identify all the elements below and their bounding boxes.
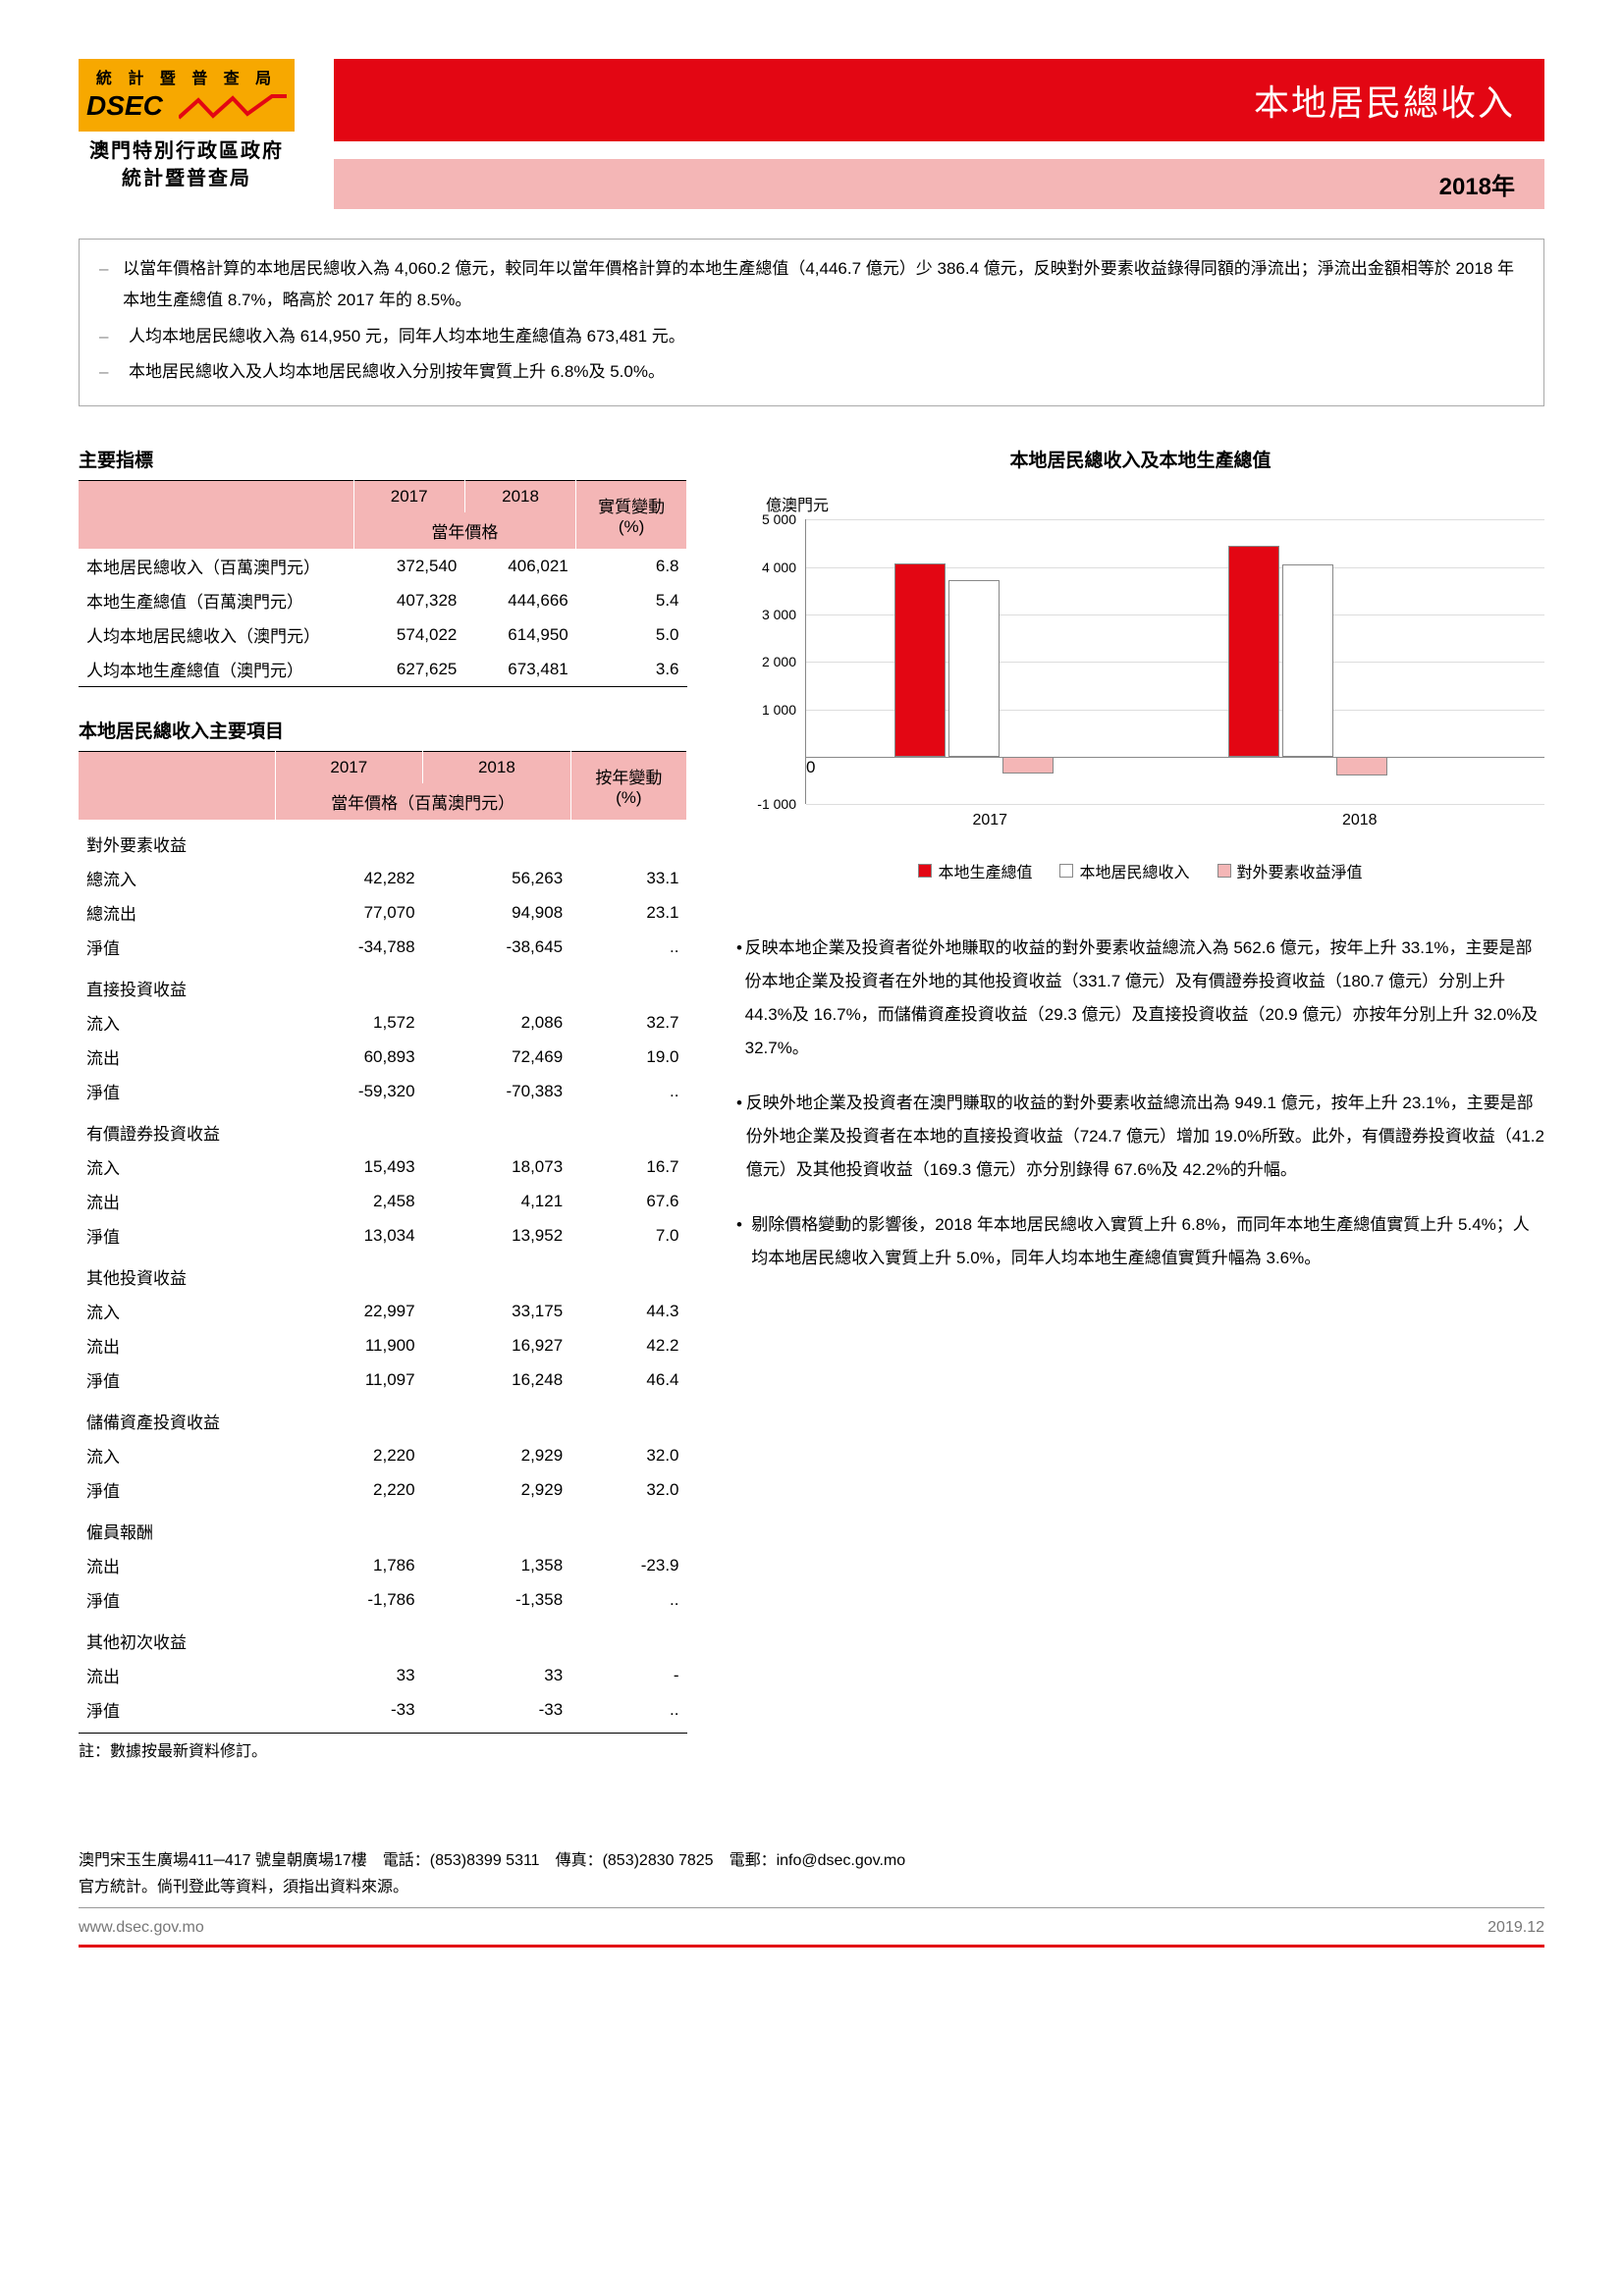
chart-xlabels: 2017 2018 [805, 812, 1544, 829]
table-row: 淨值-34,788-38,645.. [79, 930, 687, 964]
logo-main: DSEC [79, 90, 295, 132]
legend-swatch [918, 864, 932, 878]
table2: 20172018按年變動(%)當年價格（百萬澳門元）對外要素收益總流入42,28… [79, 751, 687, 1727]
title-block: 本地居民總收入 2018年 [334, 59, 1544, 209]
table-row: 人均本地居民總收入（澳門元）574,022614,9505.0 [79, 617, 687, 652]
table-row: 總流入42,28256,26333.1 [79, 861, 687, 895]
chart-bar [894, 563, 946, 757]
legend-item: 本地生產總值 [918, 859, 1032, 882]
table-row: 人均本地生產總值（澳門元）627,625673,4813.6 [79, 652, 687, 687]
table-row: 淨值11,09716,24846.4 [79, 1362, 687, 1397]
ytick: 0 [806, 758, 815, 776]
logo-top-text: 統 計 暨 普 查 局 [79, 59, 295, 90]
table-row: 淨值-33-33.. [79, 1692, 687, 1727]
logo: 統 計 暨 普 查 局 DSEC 澳門特別行政區政府 統計暨普查局 [79, 59, 295, 209]
bullet-dash: – [99, 356, 129, 388]
table-row: 淨值13,03413,9527.0 [79, 1218, 687, 1253]
group-header: 對外要素收益 [79, 820, 687, 861]
footer-url: www.dsec.gov.mo [79, 1914, 204, 1941]
summary-text: 本地居民總收入及人均本地居民總收入分別按年實質上升 6.8%及 5.0%。 [129, 356, 665, 388]
footer-date: 2019.12 [1488, 1914, 1544, 1941]
group-header: 有價證券投資收益 [79, 1108, 687, 1149]
table-row: 淨值-1,786-1,358.. [79, 1582, 687, 1617]
legend-item: 對外要素收益淨值 [1217, 859, 1363, 882]
left-column: 主要指標 20172018實質變動(%)當年價格本地居民總收入（百萬澳門元）37… [79, 446, 687, 1761]
bullet-dash: – [99, 253, 123, 317]
table-row: 總流出77,07094,90823.1 [79, 895, 687, 930]
chart-bar [1336, 757, 1387, 775]
bullet-text: 反映本地企業及投資者從外地賺取的收益的對外要素收益總流入為 562.6 億元，按… [745, 932, 1544, 1065]
page-title: 本地居民總收入 [334, 59, 1544, 141]
chart-bar [1228, 546, 1279, 757]
bullet-text: 剔除價格變動的影響後，2018 年本地居民總收入實質上升 6.8%，而同年本地生… [751, 1208, 1544, 1275]
legend-label: 本地生產總值 [938, 859, 1032, 882]
footer-address: 澳門宋玉生廣場411─417 號皇朝廣場17樓 電話：(853)8399 531… [79, 1840, 1544, 1874]
legend-label: 本地居民總收入 [1079, 859, 1189, 882]
table-row: 本地居民總收入（百萬澳門元）372,540406,0216.8 [79, 549, 687, 583]
right-column: 本地居民總收入及本地生產總值 億澳門元 -1 00001 0002 0003 0… [736, 446, 1544, 1761]
table-row: 流入2,2202,92932.0 [79, 1438, 687, 1472]
ytick: 5 000 [747, 511, 796, 527]
table-row: 流出3333- [79, 1658, 687, 1692]
table1: 20172018實質變動(%)當年價格本地居民總收入（百萬澳門元）372,540… [79, 480, 687, 687]
chart-ylabel: 億澳門元 [766, 492, 1544, 515]
footer-note: 官方統計。倘刊登此等資料，須指出資料來源。 [79, 1874, 1544, 1900]
table2-title: 本地居民總收入主要項目 [79, 717, 687, 743]
group-header: 其他投資收益 [79, 1253, 687, 1294]
logo-subtitle: 澳門特別行政區政府 統計暨普查局 [79, 137, 295, 192]
chart-bar [948, 580, 1000, 757]
logo-acronym: DSEC [86, 90, 163, 121]
bullet-icon: • [736, 932, 745, 1065]
bullet-dash: – [99, 321, 129, 352]
bullet-text: 反映外地企業及投資者在澳門賺取的收益的對外要素收益總流出為 949.1 億元，按… [746, 1087, 1544, 1187]
table2-note: 註：數據按最新資料修訂。 [79, 1733, 687, 1761]
legend-swatch [1217, 864, 1231, 878]
table-row: 流入15,49318,07316.7 [79, 1149, 687, 1184]
logo-zigzag-icon [179, 94, 287, 124]
group-header: 儲備資產投資收益 [79, 1397, 687, 1438]
ytick: 4 000 [747, 560, 796, 575]
chart-x-2018: 2018 [1175, 812, 1545, 829]
table-row: 流入22,99733,17544.3 [79, 1294, 687, 1328]
ytick: -1 000 [747, 796, 796, 812]
group-header: 僱員報酬 [79, 1507, 687, 1548]
bullet-icon: • [736, 1087, 746, 1187]
table-row: 流出60,89372,46919.0 [79, 1040, 687, 1074]
bullet-icon: • [736, 1208, 751, 1275]
table-row: 流入1,5722,08632.7 [79, 1005, 687, 1040]
legend-item: 本地居民總收入 [1059, 859, 1189, 882]
footer: 澳門宋玉生廣場411─417 號皇朝廣場17樓 電話：(853)8399 531… [79, 1840, 1544, 1948]
legend-swatch [1059, 864, 1073, 878]
table-row: 流出2,4584,12167.6 [79, 1184, 687, 1218]
table-row: 本地生產總值（百萬澳門元）407,328444,6665.4 [79, 583, 687, 617]
chart-bar [1002, 757, 1054, 774]
chart-bar [1282, 564, 1333, 757]
summary-text: 以當年價格計算的本地居民總收入為 4,060.2 億元，較同年以當年價格計算的本… [123, 253, 1524, 317]
bullet-points: •反映本地企業及投資者從外地賺取的收益的對外要素收益總流入為 562.6 億元，… [736, 932, 1544, 1275]
chart-legend: 本地生產總值 本地居民總收入 對外要素收益淨值 [736, 859, 1544, 882]
table1-title: 主要指標 [79, 446, 687, 472]
group-header: 其他初次收益 [79, 1617, 687, 1658]
summary-text: 人均本地居民總收入為 614,950 元，同年人均本地生產總值為 673,481… [129, 321, 685, 352]
chart-plot: -1 00001 0002 0003 0004 0005 000 [805, 519, 1544, 804]
ytick: 2 000 [747, 654, 796, 669]
table-row: 淨值-59,320-70,383.. [79, 1074, 687, 1108]
main-content: 主要指標 20172018實質變動(%)當年價格本地居民總收入（百萬澳門元）37… [79, 446, 1544, 1761]
chart-x-2017: 2017 [805, 812, 1175, 829]
footer-bar: www.dsec.gov.mo 2019.12 [79, 1907, 1544, 1948]
chart: 億澳門元 -1 00001 0002 0003 0004 0005 000 20… [736, 482, 1544, 892]
table-row: 流出11,90016,92742.2 [79, 1328, 687, 1362]
table-row: 流出1,7861,358-23.9 [79, 1548, 687, 1582]
header: 統 計 暨 普 查 局 DSEC 澳門特別行政區政府 統計暨普查局 本地居民總收… [79, 59, 1544, 209]
legend-label: 對外要素收益淨值 [1237, 859, 1363, 882]
chart-title: 本地居民總收入及本地生產總值 [736, 446, 1544, 472]
summary-box: –以當年價格計算的本地居民總收入為 4,060.2 億元，較同年以當年價格計算的… [79, 239, 1544, 406]
ytick: 1 000 [747, 702, 796, 718]
year-label: 2018年 [334, 159, 1544, 209]
ytick: 3 000 [747, 607, 796, 622]
table-row: 淨值2,2202,92932.0 [79, 1472, 687, 1507]
group-header: 直接投資收益 [79, 964, 687, 1005]
